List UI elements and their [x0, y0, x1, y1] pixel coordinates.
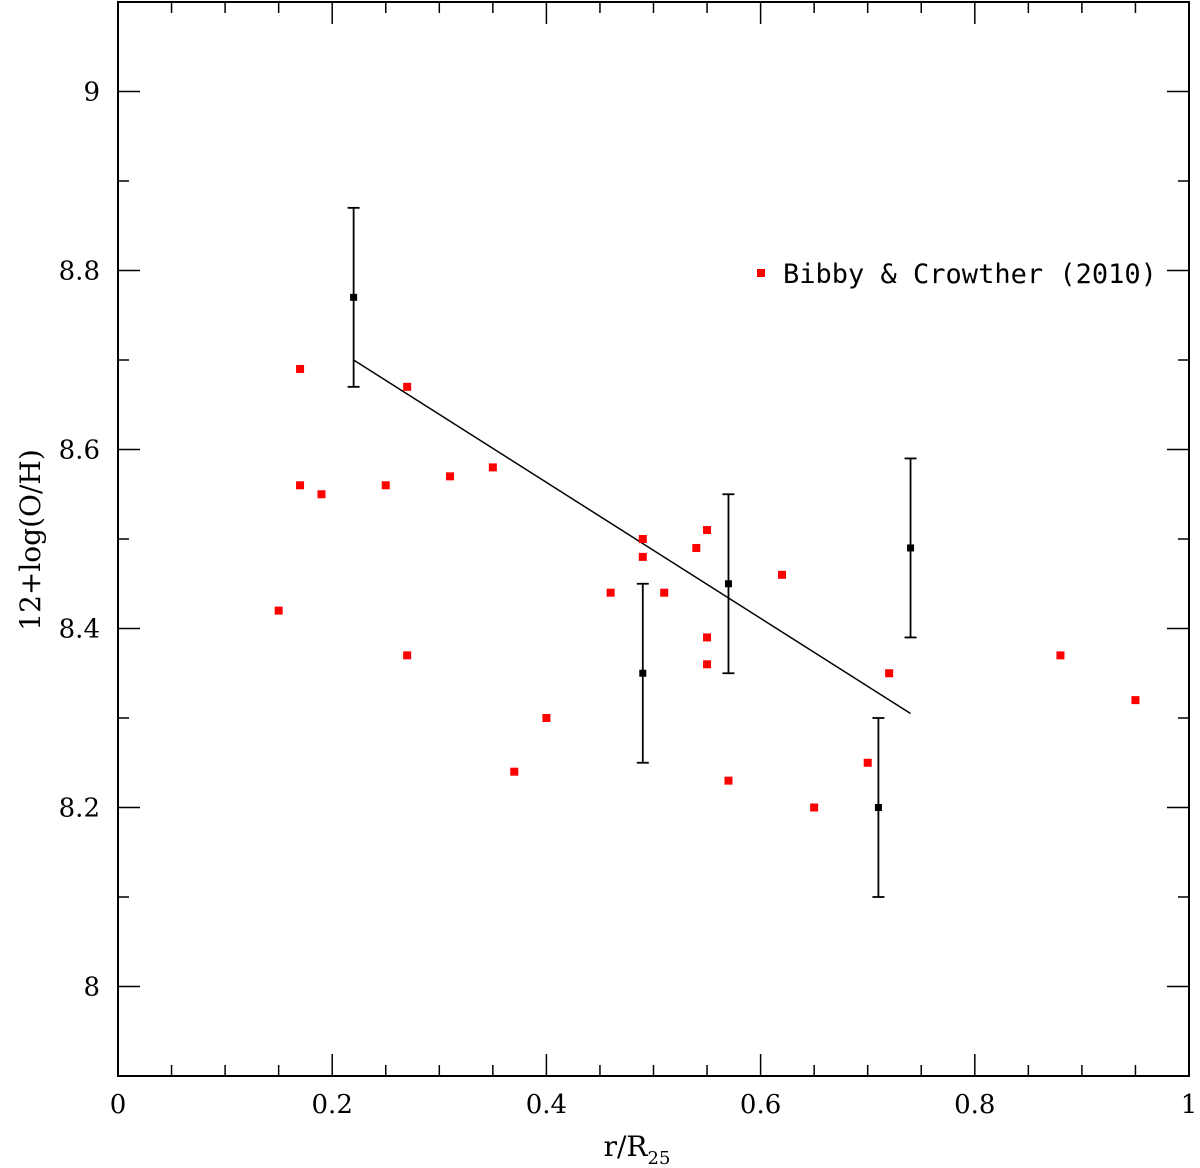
data-point-red: [724, 776, 733, 785]
plot-frame: [117, 1, 1190, 1077]
data-point-black: [639, 669, 647, 677]
data-point-red: [542, 714, 551, 722]
y-tick-label: 8.8: [59, 257, 100, 287]
y-tick-label: 8.4: [59, 615, 100, 645]
x-tick-label: 0: [110, 1090, 127, 1120]
data-point-red: [274, 606, 283, 615]
literature-points: [274, 364, 1140, 812]
data-point-red: [638, 552, 647, 561]
data-point-red: [510, 767, 519, 776]
data-point-red: [403, 382, 412, 391]
x-tick-label: 0.6: [740, 1090, 781, 1120]
data-point-red: [885, 669, 894, 678]
y-tick-label: 8: [83, 973, 100, 1003]
data-point-red: [317, 490, 326, 499]
data-point-black: [874, 804, 882, 811]
data-point-red: [488, 463, 497, 472]
x-tick-label: 0.4: [526, 1090, 567, 1120]
data-point-red: [810, 803, 819, 812]
data-point-red: [296, 481, 305, 490]
data-point-red: [703, 526, 712, 535]
y-axis-label: 12+log(O/H): [14, 449, 47, 630]
data-point-red: [1056, 651, 1065, 660]
data-point-black: [350, 293, 358, 301]
legend-label: Bibby & Crowther (2010): [783, 259, 1157, 290]
data-point-black: [724, 580, 732, 588]
data-point-red: [446, 472, 455, 481]
data-point-red: [703, 633, 712, 642]
data-point-red: [381, 481, 390, 490]
data-point-black: [907, 544, 915, 552]
fit-line: [353, 359, 911, 715]
error-bar-points: [347, 206, 917, 898]
data-point-red: [778, 570, 787, 579]
legend-marker: [757, 269, 765, 277]
x-axis-label: r/R25: [604, 1130, 671, 1168]
data-point-red: [660, 588, 669, 597]
x-tick-label: 0.2: [312, 1090, 353, 1120]
data-point-red: [403, 651, 412, 660]
data-point-red: [703, 660, 712, 669]
data-point-red: [692, 543, 701, 552]
x-tick-label: 1: [1181, 1090, 1198, 1120]
y-tick-label: 8.6: [59, 436, 100, 466]
y-tick-label: 9: [83, 78, 100, 108]
data-point-red: [1131, 696, 1140, 705]
data-point-red: [296, 364, 305, 373]
data-point-red: [863, 758, 872, 767]
fit-line-group: [353, 359, 911, 715]
data-point-red: [638, 535, 647, 543]
x-axis-ticks: 0 0.2 0.4 0.6 0.8 1: [110, 2, 1198, 1120]
x-tick-label: 0.8: [954, 1090, 995, 1120]
data-point-red: [606, 588, 615, 597]
y-tick-label: 8.2: [59, 794, 100, 824]
y-axis-ticks: 8 8.2 8.4 8.6 8.8 9: [59, 78, 1189, 1003]
